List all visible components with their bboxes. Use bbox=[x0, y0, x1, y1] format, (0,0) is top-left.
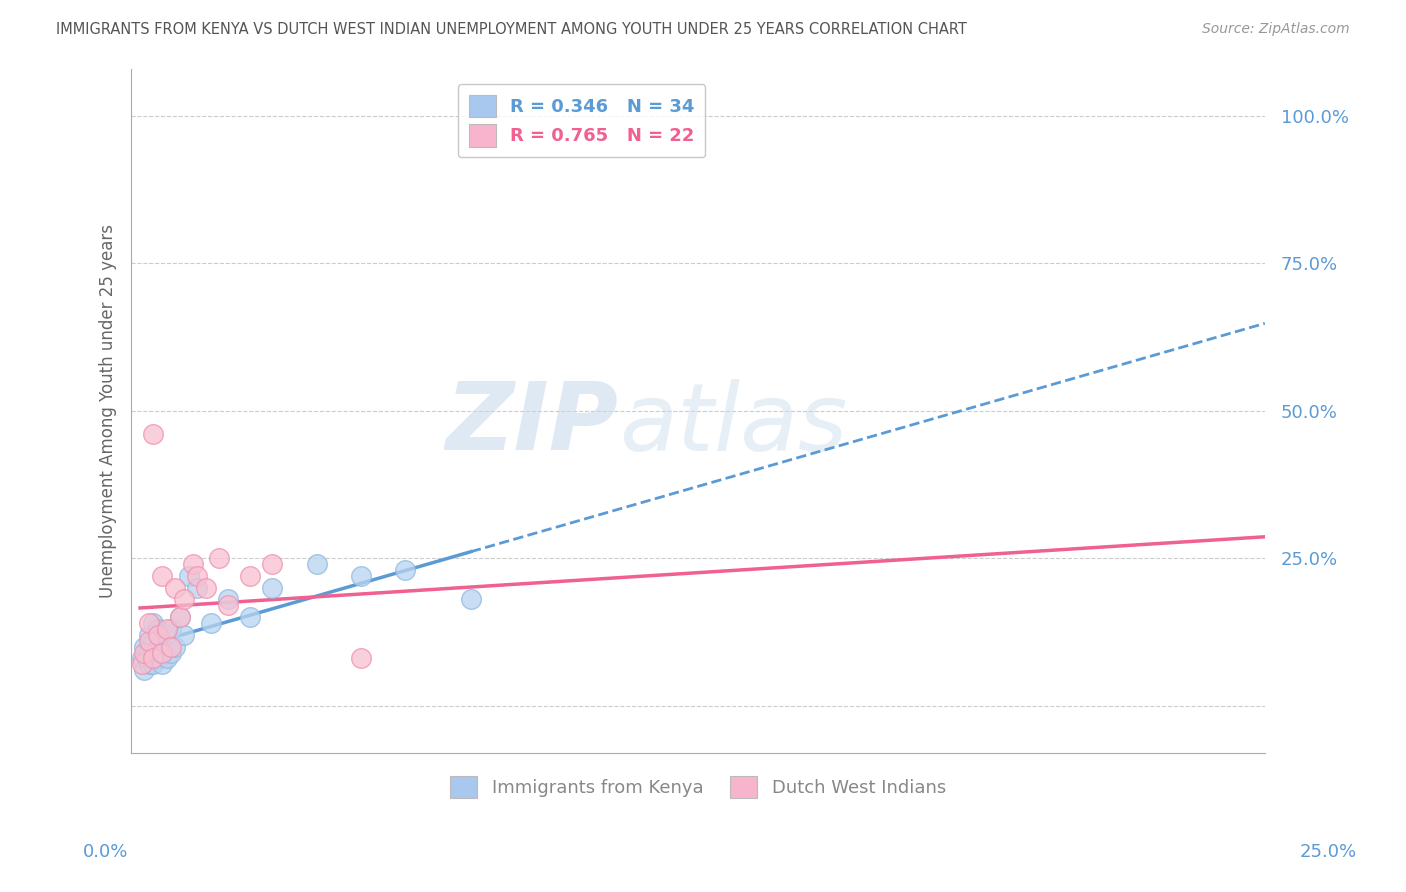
Point bbox=[131, 657, 153, 672]
Point bbox=[186, 569, 208, 583]
Legend: Immigrants from Kenya, Dutch West Indians: Immigrants from Kenya, Dutch West Indian… bbox=[443, 769, 953, 805]
Point bbox=[217, 592, 239, 607]
Point bbox=[131, 651, 153, 665]
Point bbox=[160, 622, 183, 636]
Point bbox=[150, 657, 173, 672]
Point bbox=[262, 581, 284, 595]
Point bbox=[177, 569, 200, 583]
Point bbox=[195, 581, 218, 595]
Point bbox=[186, 581, 208, 595]
Point bbox=[305, 557, 328, 571]
Text: IMMIGRANTS FROM KENYA VS DUTCH WEST INDIAN UNEMPLOYMENT AMONG YOUTH UNDER 25 YEA: IMMIGRANTS FROM KENYA VS DUTCH WEST INDI… bbox=[56, 22, 967, 37]
Point bbox=[142, 633, 165, 648]
Point bbox=[146, 622, 169, 636]
Point bbox=[138, 628, 160, 642]
Point bbox=[146, 628, 169, 642]
Point bbox=[200, 616, 222, 631]
Point bbox=[173, 628, 195, 642]
Point bbox=[155, 628, 177, 642]
Point bbox=[239, 569, 262, 583]
Text: atlas: atlas bbox=[619, 379, 846, 470]
Point bbox=[142, 616, 165, 631]
Point bbox=[138, 616, 160, 631]
Point bbox=[138, 657, 160, 672]
Point bbox=[169, 610, 191, 624]
Point bbox=[262, 557, 284, 571]
Point bbox=[146, 640, 169, 654]
Point bbox=[150, 646, 173, 660]
Point bbox=[138, 646, 160, 660]
Point bbox=[150, 633, 173, 648]
Text: ZIP: ZIP bbox=[446, 378, 619, 470]
Point bbox=[135, 651, 157, 665]
Point bbox=[138, 633, 160, 648]
Point bbox=[217, 599, 239, 613]
Point bbox=[160, 640, 183, 654]
Point bbox=[142, 651, 165, 665]
Text: 25.0%: 25.0% bbox=[1301, 843, 1357, 861]
Point bbox=[134, 640, 156, 654]
Text: Source: ZipAtlas.com: Source: ZipAtlas.com bbox=[1202, 22, 1350, 37]
Point bbox=[173, 592, 195, 607]
Point bbox=[146, 651, 169, 665]
Point bbox=[155, 651, 177, 665]
Point bbox=[460, 592, 482, 607]
Point bbox=[349, 569, 371, 583]
Point bbox=[169, 610, 191, 624]
Point bbox=[239, 610, 262, 624]
Point bbox=[150, 569, 173, 583]
Point bbox=[134, 663, 156, 677]
Point bbox=[150, 646, 173, 660]
Point bbox=[142, 657, 165, 672]
Point bbox=[134, 646, 156, 660]
Point bbox=[394, 563, 416, 577]
Point bbox=[165, 640, 187, 654]
Y-axis label: Unemployment Among Youth under 25 years: Unemployment Among Youth under 25 years bbox=[100, 224, 117, 598]
Point bbox=[142, 646, 165, 660]
Text: 0.0%: 0.0% bbox=[83, 843, 128, 861]
Point bbox=[142, 427, 165, 442]
Point bbox=[165, 581, 187, 595]
Point bbox=[155, 622, 177, 636]
Point bbox=[181, 557, 204, 571]
Point bbox=[349, 651, 371, 665]
Point bbox=[208, 551, 231, 566]
Point bbox=[160, 646, 183, 660]
